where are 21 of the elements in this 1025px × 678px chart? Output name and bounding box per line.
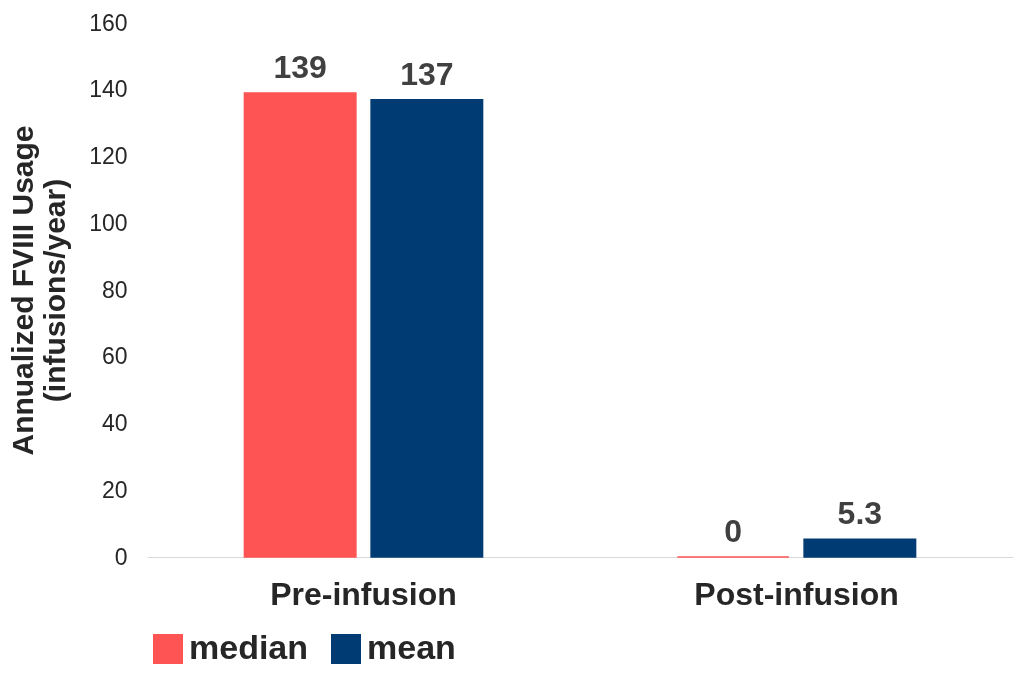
legend-label: mean: [367, 628, 456, 666]
legend-label: median: [189, 628, 309, 666]
data-label: 0: [724, 513, 743, 549]
y-tick-label: 100: [89, 209, 128, 236]
y-tick-label: 40: [101, 410, 128, 436]
y-tick-label: 80: [101, 276, 128, 303]
bar: [243, 92, 357, 558]
data-label: 137: [400, 55, 454, 92]
x-tick-label: Pre-infusion: [270, 575, 457, 612]
y-tick-label: 60: [101, 343, 128, 370]
x-tick-label: Post-infusion: [694, 575, 899, 612]
bar: [370, 99, 484, 558]
y-tick-label: 20: [101, 476, 128, 503]
y-tick-label: 160: [89, 9, 128, 36]
y-tick-label: 120: [89, 143, 128, 169]
data-label: 5.3: [837, 495, 883, 532]
y-tick-label: 140: [89, 76, 128, 103]
bar: [803, 538, 917, 558]
data-label: 139: [273, 49, 327, 86]
y-tick-label: 0: [114, 543, 128, 570]
y-axis-title: Annualized FVIII Usage (infusions/year): [6, 125, 72, 456]
